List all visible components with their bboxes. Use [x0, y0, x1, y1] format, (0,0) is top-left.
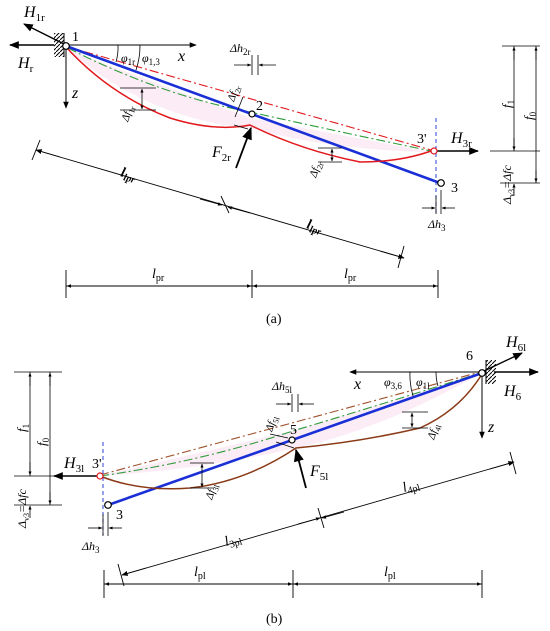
label-dh3-b: Δh3: [81, 539, 100, 555]
label-dh5l: Δh5l: [271, 379, 293, 395]
label-H6: H6: [503, 383, 522, 403]
node-1-a: [62, 42, 70, 50]
phi1r-arc: [115, 44, 119, 63]
label-dv3-a: Δv3=Δfc: [500, 164, 516, 205]
label-F2r: F2r: [211, 144, 231, 164]
label-df2r: Δf2r: [307, 160, 326, 181]
label-df4l: Δf4l: [425, 422, 444, 443]
label-H3r: H3r: [450, 130, 472, 150]
label-H3l: H3l: [63, 455, 84, 475]
node-3-a: [437, 179, 445, 187]
label-node-3p: 3': [417, 132, 427, 147]
label-l4pl: l4pl: [401, 477, 422, 498]
label-lpl-1: lpl: [194, 565, 206, 582]
label-dv3-b: Δv3=Δfc: [15, 488, 31, 529]
node-5-b: [288, 436, 296, 444]
label-node-2: 2: [256, 99, 263, 114]
label-phi1l: φ1l: [416, 375, 430, 391]
chord-dashdot-red-a: [67, 46, 432, 151]
label-node-3: 3: [451, 181, 458, 196]
node-3-b: [104, 501, 112, 509]
label-phi13: φ1,3: [142, 51, 160, 67]
F2r-arrow: [235, 126, 252, 169]
label-z-a: z: [71, 85, 79, 102]
label-lpl-2: lpl: [384, 565, 396, 582]
label-f0-a: f0: [521, 111, 538, 120]
label-df1r: Δf1r: [119, 104, 138, 125]
node-6-b: [478, 369, 486, 377]
label-df5l-top: Δf5l: [263, 414, 282, 435]
label-H6l: H6l: [505, 334, 526, 354]
label-node-3p-b: 3': [92, 457, 102, 472]
H1r-arrow: [23, 23, 65, 45]
label-node-6: 6: [466, 349, 473, 364]
label-lpr-1: lpr: [152, 267, 165, 284]
label-f0-b: f0: [34, 437, 51, 446]
label-dh3-a: Δh3: [427, 217, 446, 233]
panel-a: 1 2 3 3' H1r Hr H3r x z φ1r φ1,3 Δh2r Δf…: [9, 4, 540, 327]
phi13-arc: [135, 44, 141, 71]
caption-a: (a): [266, 312, 282, 327]
label-x-a: x: [177, 48, 185, 65]
label-df3l: Δf3l: [203, 482, 222, 503]
F5l-arrow: [294, 448, 307, 489]
label-lpr-bold-2: llpr: [304, 217, 324, 238]
label-f1-b: f1: [14, 424, 31, 432]
label-lpr-2: lpr: [344, 267, 357, 284]
panel-b: 6 5 3 3' H6l H6 H3l x z φ3,6 φ1l Δh5l Δf…: [14, 334, 539, 627]
label-x-b: x: [353, 376, 361, 393]
label-f1-a: f1: [499, 100, 516, 108]
label-dh2r: Δh2r: [229, 41, 251, 57]
label-F5l: F5l: [309, 463, 328, 483]
label-df2r-top: Δf2r: [225, 84, 244, 105]
label-H1r: H1r: [23, 4, 45, 24]
node-2-a: [248, 110, 256, 118]
H6l-arrow: [483, 352, 523, 372]
label-Hr: Hr: [17, 55, 34, 75]
support-hatch-1: [54, 33, 64, 57]
chord-dashdot-brown-b: [99, 371, 481, 476]
label-lpr-bold-1: llpr: [118, 165, 138, 186]
cable-red-a: [65, 46, 432, 163]
label-phi36: φ3,6: [384, 375, 402, 391]
phi1l-arc: [435, 371, 439, 387]
node-3p-a: [430, 147, 438, 155]
label-l3pl: l3pl: [223, 531, 244, 552]
phi36-arc: [409, 371, 414, 397]
cable-brown-b: [99, 373, 483, 490]
label-phi1r: φ1r: [121, 51, 135, 67]
label-node-1: 1: [72, 30, 79, 45]
label-z-b: z: [487, 419, 495, 436]
label-node-3-b: 3: [116, 508, 123, 523]
caption-b: (b): [266, 612, 283, 627]
node-3p-b: [96, 472, 104, 480]
support-hatch-6: [486, 360, 496, 384]
label-node-5: 5: [290, 423, 297, 438]
chord-dashdot-green-b: [99, 372, 481, 477]
